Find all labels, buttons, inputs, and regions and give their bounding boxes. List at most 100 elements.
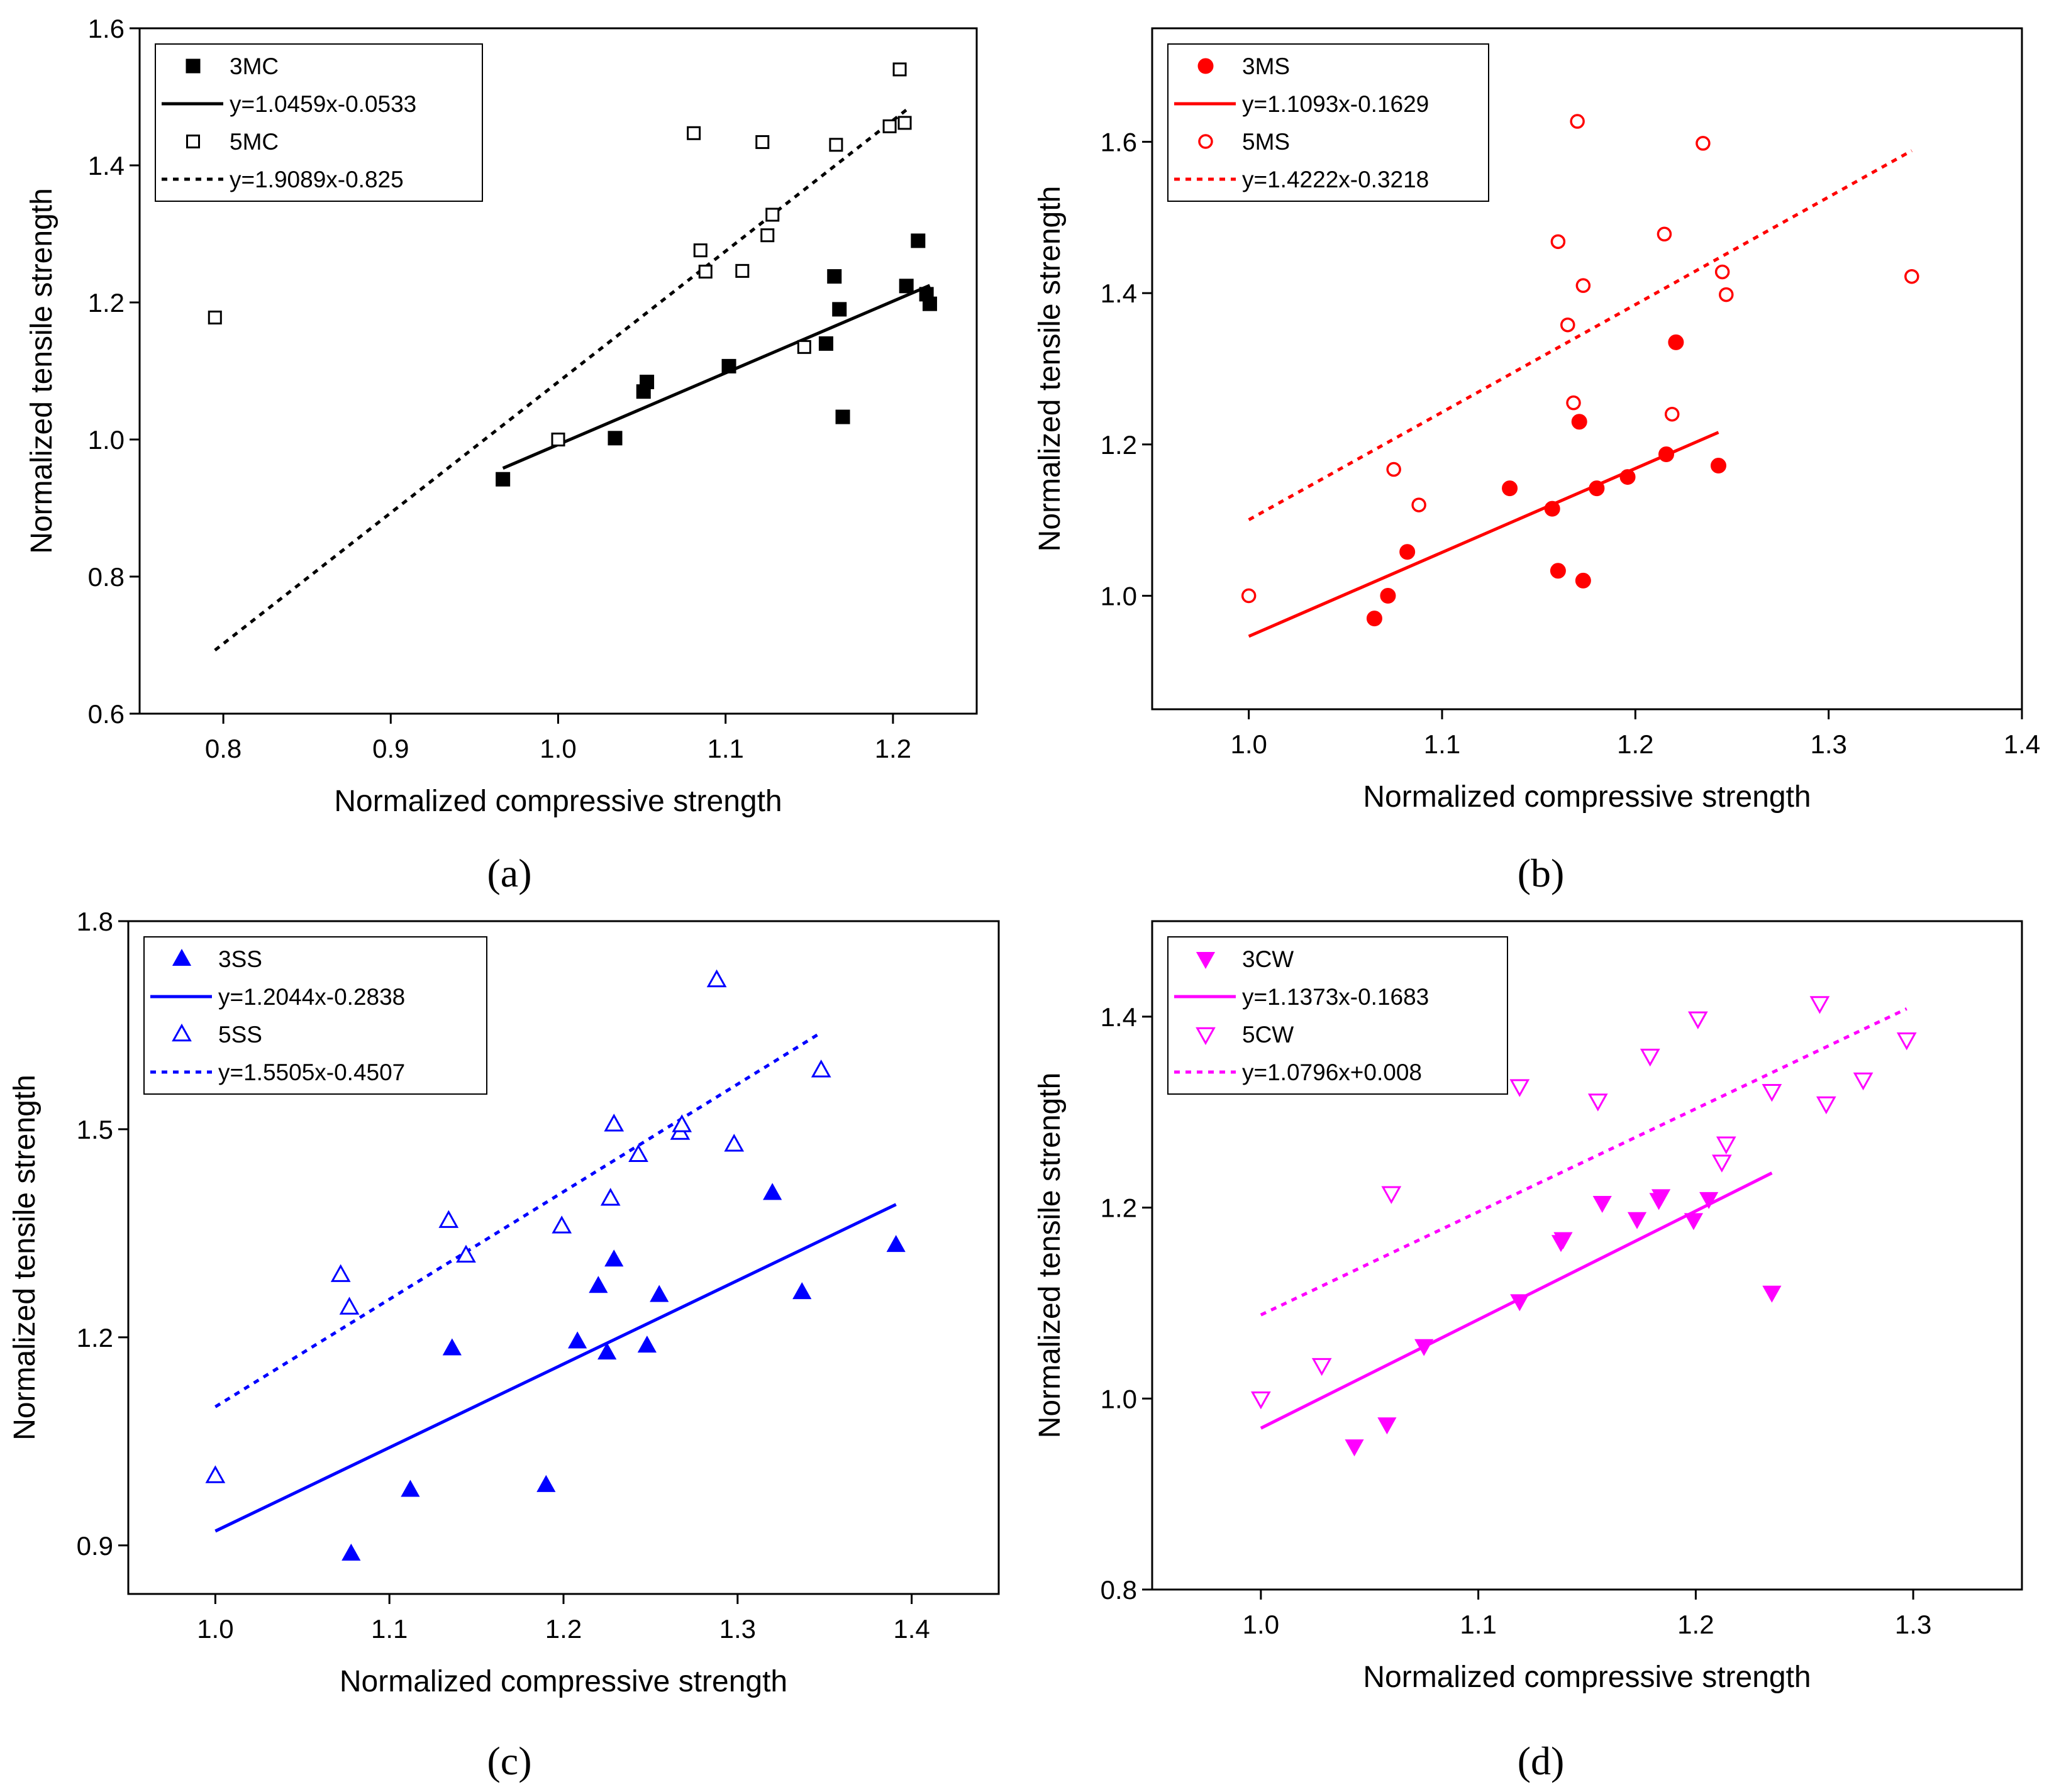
3mc-point <box>827 269 842 284</box>
5ss-point <box>330 1264 351 1282</box>
x-tick-label: 1.1 <box>1424 729 1460 759</box>
3cw-point <box>1627 1212 1647 1229</box>
5mc-point <box>551 433 565 446</box>
5cw-point <box>1509 1079 1530 1097</box>
y-tick-label: 1.5 <box>77 1115 113 1144</box>
x-tick-label: 1.1 <box>371 1614 408 1644</box>
3mc-point <box>832 302 847 317</box>
y-tick-label: 1.4 <box>88 151 125 180</box>
5cw-point <box>1712 1154 1732 1173</box>
3ms-point <box>1668 334 1684 350</box>
legend-box <box>143 936 487 1095</box>
3ss-fit-line <box>214 1203 897 1533</box>
3ms-legend-marker <box>1197 58 1214 74</box>
3ss-point <box>604 1249 624 1267</box>
3mc-fit-line <box>502 284 931 470</box>
5mc-fit-equation: y=1.9089x-0.825 <box>230 167 404 192</box>
y-tick-label: 1.6 <box>1101 128 1137 157</box>
3mc-fit-equation: y=1.0459x-0.0533 <box>230 91 416 117</box>
3mc-point <box>835 409 850 424</box>
x-tick-label: 1.4 <box>893 1614 930 1644</box>
5ss-point <box>600 1188 621 1206</box>
3ss-point <box>886 1235 906 1253</box>
3ms-fit-equation: y=1.1093x-0.1629 <box>1242 91 1429 117</box>
legend: 3MS y=1.1093x-0.1629 5MS y=1.4222x-0.3218 <box>1167 43 1489 202</box>
3ss-point <box>597 1342 617 1360</box>
5mc-point <box>797 340 811 354</box>
3ss-point <box>401 1480 420 1497</box>
panel-caption: (d) <box>1518 1739 1565 1783</box>
3ms-legend-label: 3MS <box>1242 53 1290 79</box>
5ms-point <box>1386 462 1401 477</box>
y-tick-label: 0.6 <box>88 699 125 729</box>
5ms-fit-equation: y=1.4222x-0.3218 <box>1242 167 1429 192</box>
legend-box <box>155 43 483 202</box>
x-tick-label: 1.1 <box>1460 1610 1496 1639</box>
3ss-point <box>341 1543 361 1561</box>
3ms-point <box>1399 544 1416 560</box>
5ss-point <box>456 1244 476 1263</box>
x-tick-label: 1.0 <box>1230 729 1267 759</box>
x-axis-label: Normalized compressive strength <box>1363 1661 1811 1694</box>
5mc-point <box>760 228 775 243</box>
x-tick-label: 1.2 <box>545 1614 582 1644</box>
5mc-point <box>765 207 780 222</box>
3ss-point <box>637 1336 657 1353</box>
3mc-point <box>899 279 914 294</box>
5ms-point <box>1575 278 1591 293</box>
5ms-point <box>1696 136 1711 151</box>
3cw-point <box>1553 1232 1573 1249</box>
5ss-point <box>339 1297 360 1315</box>
5cw-legend-marker <box>1196 1027 1216 1046</box>
3ss-point <box>650 1285 669 1302</box>
legend: 3MC y=1.0459x-0.0533 5MC y=1.9089x-0.825 <box>155 43 483 202</box>
legend: 3CW y=1.1373x-0.1683 5CW y=1.0796x+0.008 <box>1167 936 1508 1095</box>
3ss-point <box>792 1282 812 1300</box>
5ss-legend-marker <box>172 1023 192 1042</box>
x-axis-label: Normalized compressive strength <box>1363 780 1811 814</box>
5ms-point <box>1411 497 1426 512</box>
5ss-fit-equation: y=1.5505x-0.4507 <box>218 1059 405 1085</box>
3cw-point <box>1345 1439 1364 1457</box>
5ms-fit-line <box>1248 149 1913 521</box>
panel-caption: (c) <box>487 1739 531 1783</box>
3ms-point <box>1550 563 1566 579</box>
5ss-point <box>438 1210 459 1228</box>
3ms-point <box>1502 480 1518 497</box>
3cw-point <box>1699 1192 1719 1209</box>
5ms-point <box>1664 406 1680 422</box>
x-tick-label: 1.2 <box>1617 729 1653 759</box>
panel-caption: (a) <box>487 851 531 895</box>
3cw-point <box>1592 1195 1612 1214</box>
5cw-point <box>1311 1358 1332 1376</box>
3cw-point <box>1651 1189 1671 1207</box>
y-tick-label: 1.4 <box>1101 1002 1137 1032</box>
x-tick-label: 1.3 <box>719 1614 756 1644</box>
5ss-point <box>724 1134 745 1152</box>
5cw-legend-label: 5CW <box>1242 1022 1294 1048</box>
3mc-point <box>911 233 926 248</box>
5cw-point <box>1687 1011 1708 1029</box>
5ms-legend-marker <box>1198 134 1213 149</box>
3ms-point <box>1366 611 1382 627</box>
3ss-legend-label: 3SS <box>218 946 262 972</box>
3ms-point <box>1589 480 1605 497</box>
5ss-point <box>628 1144 648 1163</box>
x-axis-label: Normalized compressive strength <box>334 785 782 818</box>
plot-frame <box>1151 920 2023 1591</box>
5ms-point <box>1550 234 1566 250</box>
5ss-fit-line <box>214 1031 822 1408</box>
5ss-legend-label: 5SS <box>218 1022 262 1048</box>
3cw-fit-equation: y=1.1373x-0.1683 <box>1242 984 1429 1010</box>
legend-box <box>1167 936 1508 1095</box>
5ms-point <box>1570 114 1585 129</box>
y-tick-label: 1.2 <box>77 1323 113 1352</box>
5cw-point <box>1762 1084 1782 1102</box>
panel-d: 1.0 1.1 1.2 1.3 0.8 1.0 1.2 1.4 Normalized compr… <box>1033 920 2023 1783</box>
3cw-point <box>1377 1417 1397 1435</box>
5ms-point <box>1657 226 1672 242</box>
3ss-legend-marker <box>172 948 192 966</box>
legend-box <box>1167 43 1489 202</box>
x-axis-label: Normalized compressive strength <box>340 1665 787 1698</box>
